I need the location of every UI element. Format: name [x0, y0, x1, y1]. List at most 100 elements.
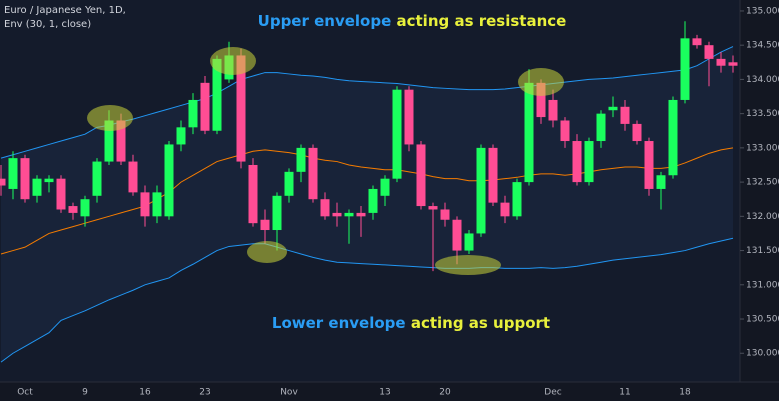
envelope-line — [0, 147, 734, 255]
annotation-part: Lower envelope — [272, 314, 406, 332]
envelope-fill — [1, 46, 733, 363]
annotation: Upper envelope acting as resistance — [258, 12, 567, 30]
candle-body — [392, 89, 402, 179]
candle-body — [176, 127, 186, 145]
candle-body — [272, 195, 282, 231]
candle-body — [236, 55, 246, 162]
x-tick-label: Nov — [280, 388, 298, 398]
candles — [0, 21, 738, 272]
y-tick-label: 131.500 — [746, 246, 779, 256]
candle-body — [584, 141, 594, 183]
highlight — [247, 241, 287, 263]
candle-body — [416, 144, 426, 207]
candle-body — [140, 192, 150, 217]
candle-body — [104, 120, 114, 162]
chart-title: Euro / Japanese Yen, 1D, — [4, 5, 126, 16]
highlights — [87, 47, 564, 275]
candle-body — [488, 147, 498, 203]
candle-body — [320, 199, 330, 217]
candle-body — [332, 212, 342, 217]
candle-body — [308, 147, 318, 200]
candle-body — [212, 58, 222, 131]
candle-body — [704, 45, 714, 59]
candle-body — [344, 212, 354, 217]
candle-body — [692, 38, 702, 46]
candle-body — [536, 82, 546, 118]
candle-body — [656, 175, 666, 189]
candle-body — [188, 99, 198, 128]
candle-body — [152, 192, 162, 217]
candle-body — [8, 158, 18, 189]
y-tick-label: 133.500 — [746, 109, 779, 119]
candle-body — [0, 178, 6, 186]
candle-body — [608, 106, 618, 111]
x-tick-label: 9 — [82, 388, 88, 398]
x-tick-label: 20 — [439, 388, 451, 398]
highlight — [210, 47, 256, 75]
candle-body — [68, 206, 78, 213]
candle-body — [92, 161, 102, 196]
candle-body — [200, 82, 210, 131]
candle-body — [164, 144, 174, 217]
candle-body — [560, 120, 570, 142]
candle-body — [380, 178, 390, 196]
annotation: Lower envelope acting as upport — [272, 314, 550, 332]
y-tick-label: 134.000 — [746, 75, 779, 85]
candle-body — [428, 206, 438, 210]
candle-body — [32, 178, 42, 196]
y-tick-label: 130.000 — [746, 349, 779, 359]
candle-body — [596, 113, 606, 142]
candle-body — [668, 99, 678, 176]
y-tick-label: 131.000 — [746, 280, 779, 290]
candle-body — [260, 219, 270, 231]
candle-body — [512, 182, 522, 217]
candle-body — [440, 209, 450, 220]
candle-body — [56, 178, 66, 210]
candle-body — [296, 147, 306, 172]
indicator-label: Env (30, 1, close) — [4, 19, 91, 30]
candle-body — [476, 147, 486, 234]
y-tick-label: 130.500 — [746, 315, 779, 325]
candle-body — [620, 106, 630, 124]
candle-body — [404, 89, 414, 145]
highlight — [435, 255, 501, 275]
y-tick-label: 134.500 — [746, 41, 779, 51]
y-tick-label: 132.000 — [746, 212, 779, 222]
candle-body — [44, 178, 54, 183]
candle-body — [116, 120, 126, 162]
x-tick-label: 11 — [619, 388, 630, 398]
candle-body — [524, 82, 534, 183]
candle-body — [368, 188, 378, 213]
envelope-line — [0, 237, 734, 363]
highlight — [518, 68, 564, 96]
x-tick-label: 13 — [379, 388, 390, 398]
candle-body — [464, 233, 474, 251]
x-tick-label: 18 — [679, 388, 691, 398]
candle-body — [728, 62, 738, 66]
x-tick-label: 16 — [139, 388, 151, 398]
candle-body — [632, 123, 642, 142]
axes: 130.000 130.500 131.000 131.500 132.000 132.5… — [17, 6, 779, 397]
x-tick-label: Dec — [544, 388, 561, 398]
candle-body — [452, 219, 462, 251]
candle-body — [128, 161, 138, 193]
candle-body — [680, 38, 690, 100]
candle-body — [644, 141, 654, 189]
envelope-band — [1, 46, 733, 363]
x-tick-label: Oct — [17, 388, 33, 398]
y-tick-label: 135.000 — [746, 6, 779, 16]
candle-body — [248, 164, 258, 224]
candle-body — [80, 199, 90, 217]
candle-body — [500, 202, 510, 217]
annotation-part: acting as upport — [406, 314, 551, 332]
highlight — [87, 105, 133, 131]
candle-body — [20, 158, 30, 200]
y-tick-label: 133.000 — [746, 143, 779, 153]
annotation-part: Upper envelope — [258, 12, 392, 30]
candle-body — [716, 58, 726, 66]
x-tick-label: 23 — [199, 388, 210, 398]
annotation-part: acting as resistance — [391, 12, 566, 30]
candle-body — [548, 99, 558, 121]
candle-body — [356, 212, 366, 217]
